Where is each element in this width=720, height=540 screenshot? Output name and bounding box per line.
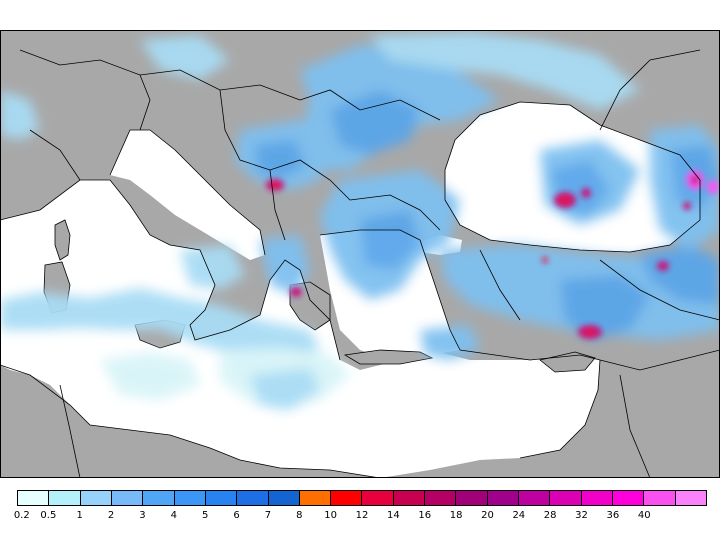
legend-label: 4 (170, 510, 177, 521)
legend-swatch (644, 491, 676, 505)
crete (343, 349, 434, 365)
legend-swatch (18, 491, 50, 505)
corsica (54, 219, 71, 261)
legend-swatch (80, 491, 112, 505)
legend-label: 40 (637, 510, 651, 521)
africa-coast (0, 364, 381, 478)
legend-label: 28 (543, 510, 557, 521)
legend-label: 1 (76, 510, 83, 521)
legend-swatch (581, 491, 613, 505)
legend-swatch (393, 491, 426, 505)
legend-swatch (519, 491, 551, 505)
legend-label: 5 (201, 510, 209, 521)
mediterranean-coast (0, 179, 341, 361)
legend-swatch (49, 491, 81, 505)
aegean-coast (319, 229, 461, 351)
legend-swatch (612, 491, 645, 505)
legend-label: 16 (418, 510, 432, 521)
heavy-rain-cores (266, 170, 719, 339)
legend-label: 8 (296, 510, 303, 521)
legend-label: 32 (575, 510, 588, 521)
legend-swatch (143, 491, 175, 505)
legend-swatch (205, 491, 238, 505)
legend-swatch (456, 491, 488, 505)
legend-swatch (362, 491, 394, 505)
legend-swatch (675, 491, 706, 505)
precipitation-map (0, 30, 720, 478)
adriatic-coast (109, 129, 266, 256)
adriatic-sea (110, 130, 265, 260)
legend-label: 36 (606, 510, 620, 521)
legend-label: 18 (449, 510, 463, 521)
legend-swatch (425, 491, 457, 505)
legend-label: 12 (355, 510, 369, 521)
legend-label: 24 (512, 510, 526, 521)
legend-swatch (237, 491, 269, 505)
legend-swatch (331, 491, 363, 505)
precipitation-legend: 0.2 0.5 1 2 3 4 5 6 7 8 10 12 14 16 18 20 24 28 32 36 40 (13, 490, 707, 530)
legend-label: 3 (139, 510, 146, 521)
legend-label: 14 (386, 510, 400, 521)
legend-swatch (299, 491, 332, 505)
legend-swatch (268, 491, 300, 505)
legend-label: 6 (233, 510, 240, 521)
legend-colorbar (17, 490, 707, 506)
turkey-south-coast (459, 349, 601, 361)
legend-swatch (550, 491, 582, 505)
legend-label: 2 (107, 510, 115, 521)
legend-label: 10 (324, 510, 337, 521)
legend-swatch (174, 491, 206, 505)
cyprus (539, 351, 596, 373)
legend-swatch (111, 491, 144, 505)
legend-label: 20 (481, 510, 494, 521)
legend-label: 0.5 (40, 510, 57, 521)
country-borders (0, 49, 720, 478)
legend-label: 0.2 (13, 510, 30, 521)
black-sea-coast (444, 101, 701, 253)
precipitation-field (0, 32, 720, 410)
legend-swatch (487, 491, 519, 505)
map-canvas (0, 30, 720, 478)
levant-coast (519, 359, 601, 459)
legend-label: 7 (264, 510, 272, 521)
